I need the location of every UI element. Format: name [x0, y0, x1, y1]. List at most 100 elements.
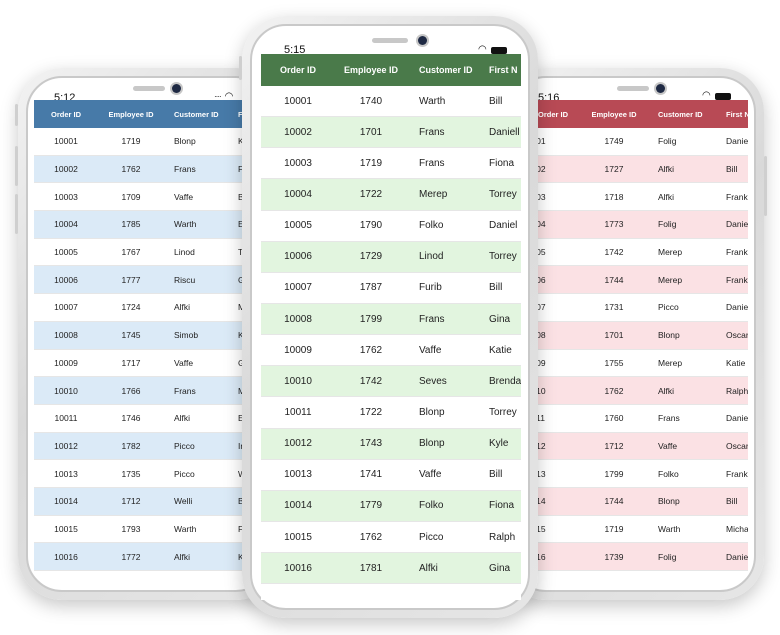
- table-row[interactable]: 10007 1724 Alfki M: [34, 294, 272, 322]
- table-row[interactable]: 10010 1766 Frans M: [34, 377, 272, 405]
- wifi-icon: ◠: [702, 90, 711, 101]
- table-row[interactable]: 10016 1781 Alfki Gina: [261, 553, 521, 585]
- speaker-grille: [133, 86, 165, 91]
- table-row[interactable]: 100011749FoligDaniell: [518, 128, 748, 156]
- grid-header: Order ID Employee ID Customer ID First N: [261, 54, 521, 86]
- cell-employee-id: 1701: [359, 126, 383, 138]
- cell-customer-id: Vaffe: [174, 357, 194, 368]
- table-row[interactable]: 100061744MerepFrank: [518, 266, 748, 295]
- table-row[interactable]: 100121712VaffeOscar: [518, 432, 748, 461]
- table-row[interactable]: 10015 1793 Warth F: [34, 516, 272, 544]
- cell-customer-id: Folko: [419, 500, 444, 512]
- table-row[interactable]: 10003 1709 Vaffe B: [34, 183, 272, 212]
- table-row[interactable]: 10012 1743 Blonp Kyle: [261, 428, 521, 460]
- cell-first-name: Michae: [726, 523, 748, 534]
- center-phone: 5:15 ◠ Order ID Employee ID Customer ID …: [239, 16, 538, 618]
- table-row[interactable]: 100051742MerepFrank: [518, 239, 748, 267]
- cell-employee-id: 1766: [121, 385, 141, 396]
- header-customer-id[interactable]: Customer ID: [658, 109, 703, 119]
- table-row[interactable]: 10002 1701 Frans Daniell: [261, 117, 521, 149]
- header-order-id[interactable]: Order ID: [279, 65, 316, 75]
- table-row[interactable]: 10014 1779 Folko Fiona: [261, 490, 521, 522]
- cell-employee-id: 1762: [359, 531, 383, 543]
- table-row[interactable]: 10006 1729 Linod Torrey: [261, 241, 521, 273]
- table-row[interactable]: 100071731PiccoDaniell: [518, 294, 748, 322]
- table-row[interactable]: 10004 1785 Warth E: [34, 211, 272, 239]
- table-row[interactable]: 10005 1767 Linod T: [34, 239, 272, 267]
- table-row[interactable]: 10001 1740 Warth Bill: [261, 86, 521, 118]
- table-row[interactable]: 10007 1787 Furib Bill: [261, 273, 521, 304]
- cell-customer-id: Merep: [658, 357, 683, 368]
- table-row[interactable]: 10011 1722 Blonp Torrey: [261, 397, 521, 429]
- cell-first-name: Ralph: [726, 385, 748, 396]
- table-row[interactable]: 10004 1722 Merep Torrey: [261, 179, 521, 211]
- table-row[interactable]: 100031718AlfkiFrank: [518, 183, 748, 212]
- cell-order-id: 10001: [284, 95, 312, 107]
- table-row[interactable]: 100111760FransDaniel: [518, 405, 748, 433]
- table-row[interactable]: 10009 1717 Vaffe G: [34, 350, 272, 378]
- table-row[interactable]: 10015 1762 Picco Ralph: [261, 522, 521, 554]
- table-row[interactable]: 100131799FolkoFrank: [518, 460, 748, 488]
- table-row[interactable]: 10008 1799 Frans Gina: [261, 303, 521, 336]
- table-row[interactable]: 10003 1719 Frans Fiona: [261, 148, 521, 180]
- cell-first-name: Daniell: [489, 126, 520, 138]
- table-row[interactable]: 10009 1762 Vaffe Katie: [261, 335, 521, 367]
- cell-customer-id: Frans: [658, 413, 680, 424]
- cell-order-id: 10010: [284, 375, 312, 387]
- table-row[interactable]: 10008 1745 Simob K: [34, 321, 272, 350]
- front-camera: [172, 84, 181, 93]
- header-order-id[interactable]: Order ID: [538, 109, 569, 119]
- cell-employee-id: 1755: [604, 357, 624, 368]
- cell-customer-id: Picco: [419, 531, 444, 543]
- cell-employee-id: 1799: [359, 313, 383, 325]
- data-grid[interactable]: Order ID Employee ID Customer ID First N…: [518, 100, 748, 572]
- header-order-id[interactable]: Order ID: [50, 109, 81, 119]
- table-row[interactable]: 10001 1719 Blonp K: [34, 128, 272, 156]
- cell-customer-id: Simob: [174, 330, 199, 341]
- table-row[interactable]: 10006 1777 Riscu G: [34, 266, 272, 295]
- cell-order-id: 10008: [284, 313, 312, 325]
- cell-customer-id: Blonp: [174, 136, 196, 147]
- table-row[interactable]: 10013 1741 Vaffe Bill: [261, 460, 521, 491]
- table-row[interactable]: 100101762AlfkiRalph: [518, 377, 748, 405]
- cell-order-id: 10002: [284, 126, 312, 138]
- header-employee-id[interactable]: Employee ID: [343, 65, 399, 75]
- cell-first-name: B: [238, 496, 244, 507]
- cell-customer-id: Frans: [419, 157, 445, 169]
- table-row[interactable]: 100161739FoligDaniel: [518, 543, 748, 571]
- table-row[interactable]: 100041773FoligDaniel: [518, 211, 748, 239]
- table-row[interactable]: 10014 1712 Welli B: [34, 487, 272, 516]
- data-grid[interactable]: Order ID Employee ID Customer ID First N…: [261, 54, 521, 600]
- table-row[interactable]: 10016 1772 Alfki K: [34, 543, 272, 571]
- header-employee-id[interactable]: Employee ID: [108, 109, 154, 119]
- header-customer-id[interactable]: Customer ID: [174, 109, 219, 119]
- phone-side-button: [239, 56, 242, 80]
- cell-order-id: 10016: [284, 562, 312, 574]
- table-row[interactable]: 100151719WarthMichae: [518, 516, 748, 544]
- header-first-name[interactable]: First N: [726, 109, 748, 119]
- table-row[interactable]: 100091755MerepKatie: [518, 350, 748, 378]
- header-employee-id[interactable]: Employee ID: [591, 109, 637, 119]
- table-row[interactable]: 10010 1742 Seves Brenda: [261, 366, 521, 398]
- table-row[interactable]: 100141744BlonpBill: [518, 487, 748, 516]
- status-icons: ···· ◠: [214, 90, 234, 102]
- cell-customer-id: Merep: [658, 274, 683, 285]
- cell-customer-id: Seves: [419, 375, 447, 387]
- cell-customer-id: Welli: [174, 496, 193, 507]
- table-row[interactable]: 100021727AlfkiBill: [518, 155, 748, 184]
- cell-first-name: Daniell: [726, 136, 748, 147]
- table-row[interactable]: 10011 1746 Alfki E: [34, 405, 272, 433]
- cell-employee-id: 1740: [359, 95, 383, 107]
- header-first-name[interactable]: First N: [489, 65, 518, 75]
- wifi-icon: ◠: [224, 90, 234, 102]
- table-row[interactable]: 100081701BlonpOscar: [518, 321, 748, 350]
- table-row[interactable]: 10002 1762 Frans F: [34, 155, 272, 184]
- header-customer-id[interactable]: Customer ID: [419, 65, 473, 75]
- cell-first-name: Brenda: [489, 375, 521, 387]
- data-grid[interactable]: Order ID Employee ID Customer ID First N…: [34, 100, 272, 572]
- cell-first-name: Fiona: [489, 500, 515, 512]
- table-row[interactable]: 10012 1782 Picco Ir: [34, 432, 272, 461]
- cell-first-name: F: [238, 523, 244, 534]
- table-row[interactable]: 100131735PiccoW: [34, 460, 272, 488]
- table-row[interactable]: 10005 1790 Folko Daniel: [261, 211, 521, 242]
